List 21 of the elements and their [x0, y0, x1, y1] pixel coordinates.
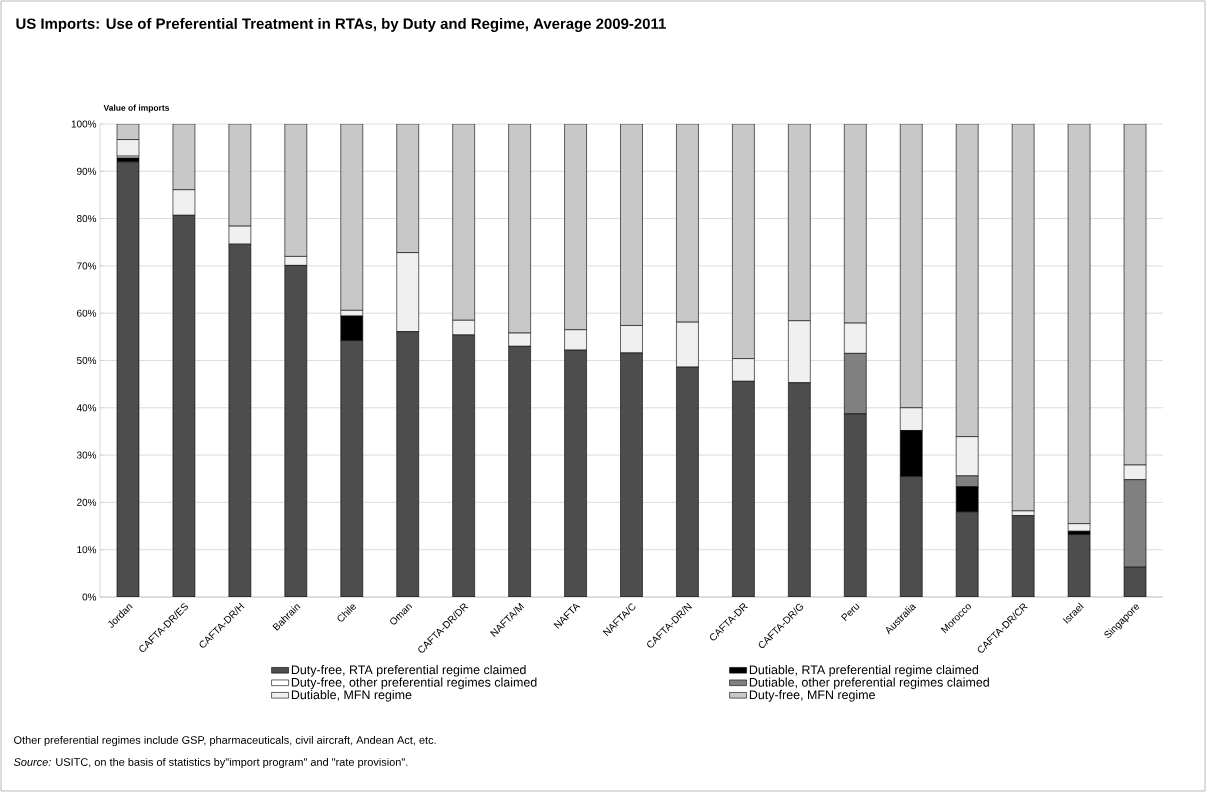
- y-axis-title: Value of imports: [103, 104, 170, 113]
- y-tick-label: 50%: [76, 356, 97, 365]
- chart-title: US Imports: Use of Preferential Treatment in RTAs, by Duty and Regime, Average 2009-2011: [16, 17, 666, 32]
- legend-label: Dutiable, other preferential regimes claimed: [749, 677, 989, 690]
- y-tick-label: 30%: [76, 451, 97, 459]
- y-tick-label: 70%: [77, 262, 97, 270]
- legend-label: Dutiable, MFN regime: [291, 690, 412, 702]
- text: Other preferential regimes include GSP, pharmaceuticals, civil aircraft, Andean Act, etc.: [14, 735, 436, 747]
- legend-label: Dutiable, RTA preferential regime claimed: [749, 665, 979, 677]
- y-tick-label: 40%: [76, 404, 97, 412]
- y-tick-label: 10%: [77, 546, 97, 554]
- y-tick-label: 100%: [71, 120, 97, 128]
- legend-label: Duty-free, other preferential regimes claimed: [291, 677, 537, 690]
- y-tick-label: 80%: [76, 215, 97, 223]
- legend-label: Duty-free, RTA preferential regime claimed: [291, 665, 526, 677]
- text: Source: USITC, on the basis of statistics by"import program" and "rate provision".: [13, 757, 408, 769]
- y-tick-label: 20%: [77, 498, 97, 506]
- y-tick-label: 60%: [77, 309, 97, 317]
- legend-label: Duty-free, MFN regime: [749, 690, 875, 702]
- y-tick-label: 90%: [77, 167, 97, 175]
- y-tick-label: 0%: [82, 593, 97, 601]
